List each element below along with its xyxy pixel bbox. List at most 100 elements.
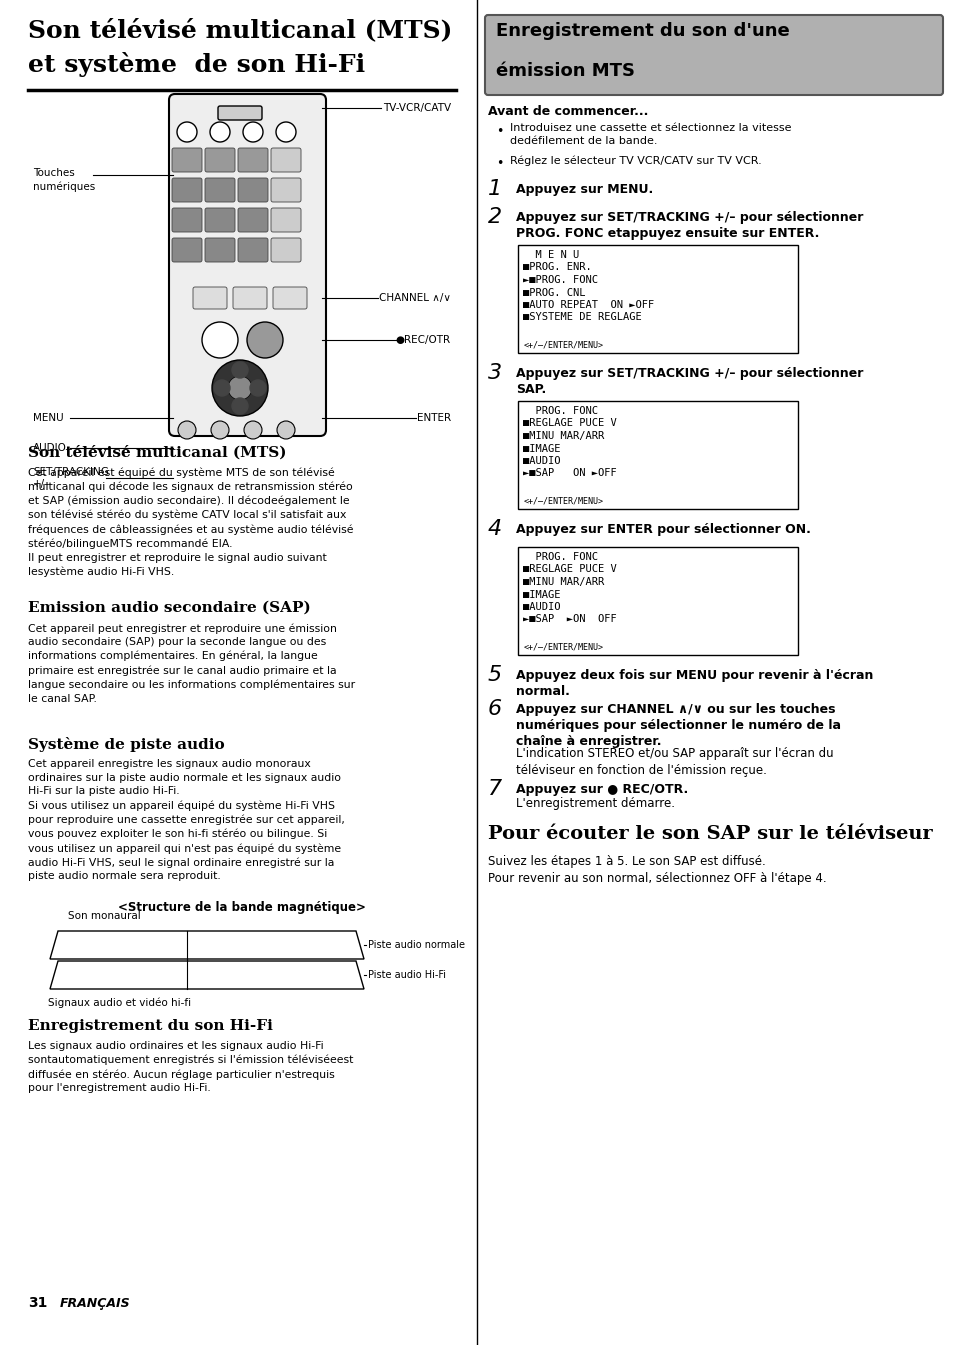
Text: Signaux audio et vidéo hi-fi: Signaux audio et vidéo hi-fi xyxy=(48,997,191,1007)
Circle shape xyxy=(276,421,294,438)
Text: Cet appareil enregistre les signaux audio monoraux
ordinaires sur la piste audio: Cet appareil enregistre les signaux audi… xyxy=(28,759,345,881)
Text: ■MINU MAR/ARR: ■MINU MAR/ARR xyxy=(522,577,603,586)
FancyBboxPatch shape xyxy=(172,148,202,172)
Text: émission MTS: émission MTS xyxy=(496,62,635,79)
Text: Son télévisé multicanal (MTS): Son télévisé multicanal (MTS) xyxy=(28,17,452,42)
Text: Piste audio normale: Piste audio normale xyxy=(368,940,464,950)
Text: Suivez les étapes 1 à 5. Le son SAP est diffusé.
Pour revenir au son normal, sél: Suivez les étapes 1 à 5. Le son SAP est … xyxy=(488,855,825,885)
Text: <+/–/ENTER/MENU>: <+/–/ENTER/MENU> xyxy=(523,340,603,348)
FancyBboxPatch shape xyxy=(273,286,307,309)
FancyBboxPatch shape xyxy=(205,178,234,202)
Text: <+/–/ENTER/MENU>: <+/–/ENTER/MENU> xyxy=(523,496,603,504)
Text: 31: 31 xyxy=(28,1297,48,1310)
Circle shape xyxy=(228,377,252,399)
Text: Piste audio Hi-Fi: Piste audio Hi-Fi xyxy=(368,970,446,981)
Text: Son monaural: Son monaural xyxy=(68,911,141,921)
Text: ■PROG. ENR.: ■PROG. ENR. xyxy=(522,262,591,273)
Text: 6: 6 xyxy=(488,699,501,720)
Text: Cet appareil est équipé du système MTS de son télévisé
multicanal qui décode les: Cet appareil est équipé du système MTS d… xyxy=(28,467,354,577)
Text: Avant de commencer...: Avant de commencer... xyxy=(488,105,648,118)
Text: Cet appareil peut enregistrer et reproduire une émission
audio secondaire (SAP) : Cet appareil peut enregistrer et reprodu… xyxy=(28,623,355,703)
Bar xyxy=(517,245,797,352)
Text: Appuyez sur ● REC/OTR.: Appuyez sur ● REC/OTR. xyxy=(516,783,687,796)
Text: ►■SAP   ON ►OFF: ►■SAP ON ►OFF xyxy=(522,468,616,479)
Text: ►■SAP  ►ON  OFF: ►■SAP ►ON OFF xyxy=(522,615,616,624)
FancyBboxPatch shape xyxy=(169,94,326,436)
FancyBboxPatch shape xyxy=(193,286,227,309)
Text: ►■PROG. FONC: ►■PROG. FONC xyxy=(522,274,598,285)
FancyBboxPatch shape xyxy=(237,178,268,202)
Text: et système  de son Hi-Fi: et système de son Hi-Fi xyxy=(28,52,365,77)
Text: PROG. FONC: PROG. FONC xyxy=(522,406,598,416)
Circle shape xyxy=(232,398,248,414)
FancyBboxPatch shape xyxy=(172,208,202,231)
FancyBboxPatch shape xyxy=(271,178,301,202)
Text: Enregistrement du son d'une: Enregistrement du son d'une xyxy=(496,22,789,40)
Circle shape xyxy=(177,122,196,143)
Circle shape xyxy=(178,421,195,438)
Text: Les signaux audio ordinaires et les signaux audio Hi-Fi
sontautomatiquement enre: Les signaux audio ordinaires et les sign… xyxy=(28,1041,353,1093)
Text: Enregistrement du son Hi-Fi: Enregistrement du son Hi-Fi xyxy=(28,1020,273,1033)
Text: CHANNEL ∧/∨: CHANNEL ∧/∨ xyxy=(378,293,451,303)
Text: ■AUDIO: ■AUDIO xyxy=(522,603,560,612)
Text: 7: 7 xyxy=(488,779,501,799)
Circle shape xyxy=(202,321,237,358)
Text: TV-VCR/CATV: TV-VCR/CATV xyxy=(382,104,451,113)
Polygon shape xyxy=(50,960,364,989)
Text: Pour écouter le son SAP sur le téléviseur: Pour écouter le son SAP sur le téléviseu… xyxy=(488,824,932,843)
Text: M E N U: M E N U xyxy=(522,250,578,260)
FancyBboxPatch shape xyxy=(484,15,942,95)
FancyBboxPatch shape xyxy=(237,148,268,172)
Circle shape xyxy=(244,421,262,438)
Text: 2: 2 xyxy=(488,207,501,227)
FancyBboxPatch shape xyxy=(172,178,202,202)
Text: Appuyez sur MENU.: Appuyez sur MENU. xyxy=(516,183,653,196)
Text: Appuyez deux fois sur MENU pour revenir à l'écran
normal.: Appuyez deux fois sur MENU pour revenir … xyxy=(516,668,872,698)
Text: ■AUDIO: ■AUDIO xyxy=(522,456,560,465)
FancyBboxPatch shape xyxy=(271,238,301,262)
FancyBboxPatch shape xyxy=(271,148,301,172)
Text: ■IMAGE: ■IMAGE xyxy=(522,589,560,600)
Text: Appuyez sur SET/TRACKING +/– pour sélectionner
SAP.: Appuyez sur SET/TRACKING +/– pour sélect… xyxy=(516,367,862,395)
Text: ■MINU MAR/ARR: ■MINU MAR/ARR xyxy=(522,430,603,441)
Text: Réglez le sélecteur TV VCR/CATV sur TV VCR.: Réglez le sélecteur TV VCR/CATV sur TV V… xyxy=(510,155,760,165)
Text: 4: 4 xyxy=(488,519,501,539)
Circle shape xyxy=(213,381,230,395)
FancyBboxPatch shape xyxy=(205,148,234,172)
Text: <Structure de la bande magnétique>: <Structure de la bande magnétique> xyxy=(118,901,366,915)
Text: Introduisez une cassette et sélectionnez la vitesse
dedéfilement de la bande.: Introduisez une cassette et sélectionnez… xyxy=(510,122,791,147)
FancyBboxPatch shape xyxy=(271,208,301,231)
Text: ENTER: ENTER xyxy=(416,413,451,422)
Text: 5: 5 xyxy=(488,664,501,685)
Text: Touches
numériques: Touches numériques xyxy=(33,168,95,191)
Circle shape xyxy=(275,122,295,143)
Text: ■AUTO REPEAT  ON ►OFF: ■AUTO REPEAT ON ►OFF xyxy=(522,300,654,309)
Circle shape xyxy=(212,360,268,416)
Bar xyxy=(517,401,797,508)
FancyBboxPatch shape xyxy=(237,238,268,262)
Text: 3: 3 xyxy=(488,363,501,383)
FancyBboxPatch shape xyxy=(218,106,262,120)
Text: L'indication STEREO et/ou SAP apparaît sur l'écran du
téléviseur en fonction de : L'indication STEREO et/ou SAP apparaît s… xyxy=(516,746,833,777)
Text: SET/TRACKING
+/–: SET/TRACKING +/– xyxy=(33,467,109,488)
Text: •: • xyxy=(496,157,503,169)
Circle shape xyxy=(247,321,283,358)
Text: MENU: MENU xyxy=(33,413,64,422)
Polygon shape xyxy=(50,931,364,959)
FancyBboxPatch shape xyxy=(172,238,202,262)
Bar xyxy=(517,547,797,655)
Text: ■REGLAGE PUCE V: ■REGLAGE PUCE V xyxy=(522,565,616,574)
FancyBboxPatch shape xyxy=(205,208,234,231)
Text: 1: 1 xyxy=(488,179,501,199)
Text: ■PROG. CNL: ■PROG. CNL xyxy=(522,288,585,297)
Text: Appuyez sur SET/TRACKING +/– pour sélectionner
PROG. FONC etappuyez ensuite sur : Appuyez sur SET/TRACKING +/– pour sélect… xyxy=(516,211,862,239)
FancyBboxPatch shape xyxy=(205,238,234,262)
Text: FRANÇAIS: FRANÇAIS xyxy=(60,1297,131,1310)
Text: Son télévisé multicanal (MTS): Son télévisé multicanal (MTS) xyxy=(28,445,286,460)
Circle shape xyxy=(211,421,229,438)
FancyBboxPatch shape xyxy=(233,286,267,309)
Text: ●REC/OTR: ●REC/OTR xyxy=(395,335,451,346)
Text: Appuyez sur CHANNEL ∧/∨ ou sur les touches
numériques pour sélectionner le numér: Appuyez sur CHANNEL ∧/∨ ou sur les touch… xyxy=(516,703,841,748)
Circle shape xyxy=(210,122,230,143)
Text: ■IMAGE: ■IMAGE xyxy=(522,444,560,453)
